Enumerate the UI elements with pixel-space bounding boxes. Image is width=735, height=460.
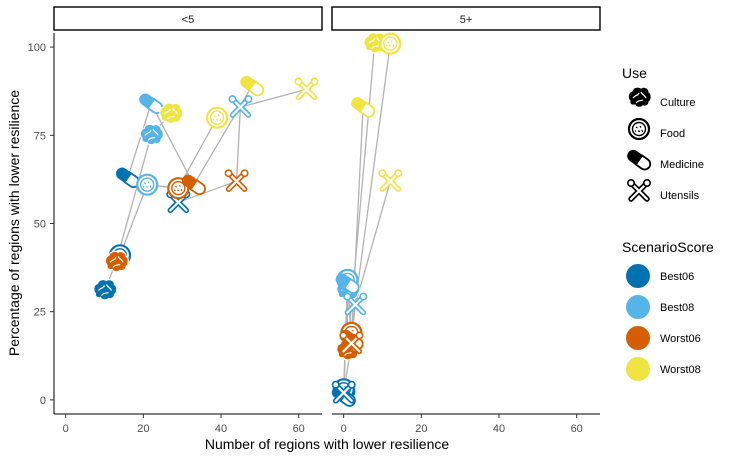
data-point-culture-worst06 [104,250,129,273]
legend-scenario-score: ScenarioScore Best06 Best08 Worst06 Worst08 [622,239,714,381]
legend-color-swatch [626,357,650,381]
legend-color-swatch [626,295,650,319]
axis-ticks: 0 25 50 75 100 0 20 40 60 0 20 40 60 [28,42,583,435]
legend-score-title: ScenarioScore [622,239,714,255]
y-axis-title: Percentage of regions with lower resilie… [6,90,22,356]
data-point-culture-best08 [139,123,164,146]
legend-score-label: Worst06 [660,333,701,345]
data-point-culture-best06 [93,278,118,301]
legend-use-label: Utensils [660,190,700,202]
data-point-culture-worst08 [159,102,184,125]
legend-score-label: Best08 [660,302,694,314]
data-point-medicine-worst08 [237,73,267,99]
y-tick-label: 25 [34,307,46,319]
brain-icon [627,86,652,108]
connector-line [103,113,171,291]
facet-panel-lt5: <5 [53,6,323,415]
legend-use-title: Use [622,65,647,81]
x-tick-label: 20 [137,423,149,435]
x-tick-label: 20 [415,423,427,435]
legend-score-label: Worst08 [660,364,701,376]
connector-line [127,85,253,187]
legend-color-swatch [626,326,650,350]
x-tick-label: 40 [493,423,505,435]
legend-use-label: Medicine [660,159,704,171]
x-tick-label: 0 [63,423,69,435]
strip-label-5plus: 5+ [460,14,473,26]
legend-use-label: Food [660,128,685,140]
y-tick-label: 75 [34,130,46,142]
tools-icon [628,180,650,199]
data-point-utensils-worst08 [379,170,401,189]
connector-line [178,88,307,203]
x-tick-label: 40 [215,423,227,435]
data-point-food-worst08 [379,32,402,55]
data-point-food-best08 [136,173,159,196]
strip-label-lt5: <5 [182,14,195,26]
strip-box-5plus [331,6,601,31]
food-plate-icon [627,117,651,141]
legend-use-label: Culture [660,97,695,109]
connector-line [119,117,218,256]
x-tick-label: 0 [341,423,347,435]
y-tick-label: 100 [28,42,46,54]
legend-use: Use Culture Food Medicine Utensils [622,65,704,202]
y-tick-label: 50 [34,219,46,231]
legend-color-swatch [626,264,650,288]
legend-score-label: Best06 [660,271,694,283]
x-tick-label: 60 [571,423,583,435]
data-point-utensils-worst08 [295,78,317,97]
data-point-food-worst08 [206,106,229,129]
pill-capsule-icon [624,147,654,173]
strip-box-lt5 [53,6,323,31]
facet-panel-5plus: 5+ [329,6,601,415]
y-tick-label: 0 [40,395,46,407]
x-tick-label: 60 [293,423,305,435]
x-axis-title: Number of regions with lower resilience [205,436,450,452]
